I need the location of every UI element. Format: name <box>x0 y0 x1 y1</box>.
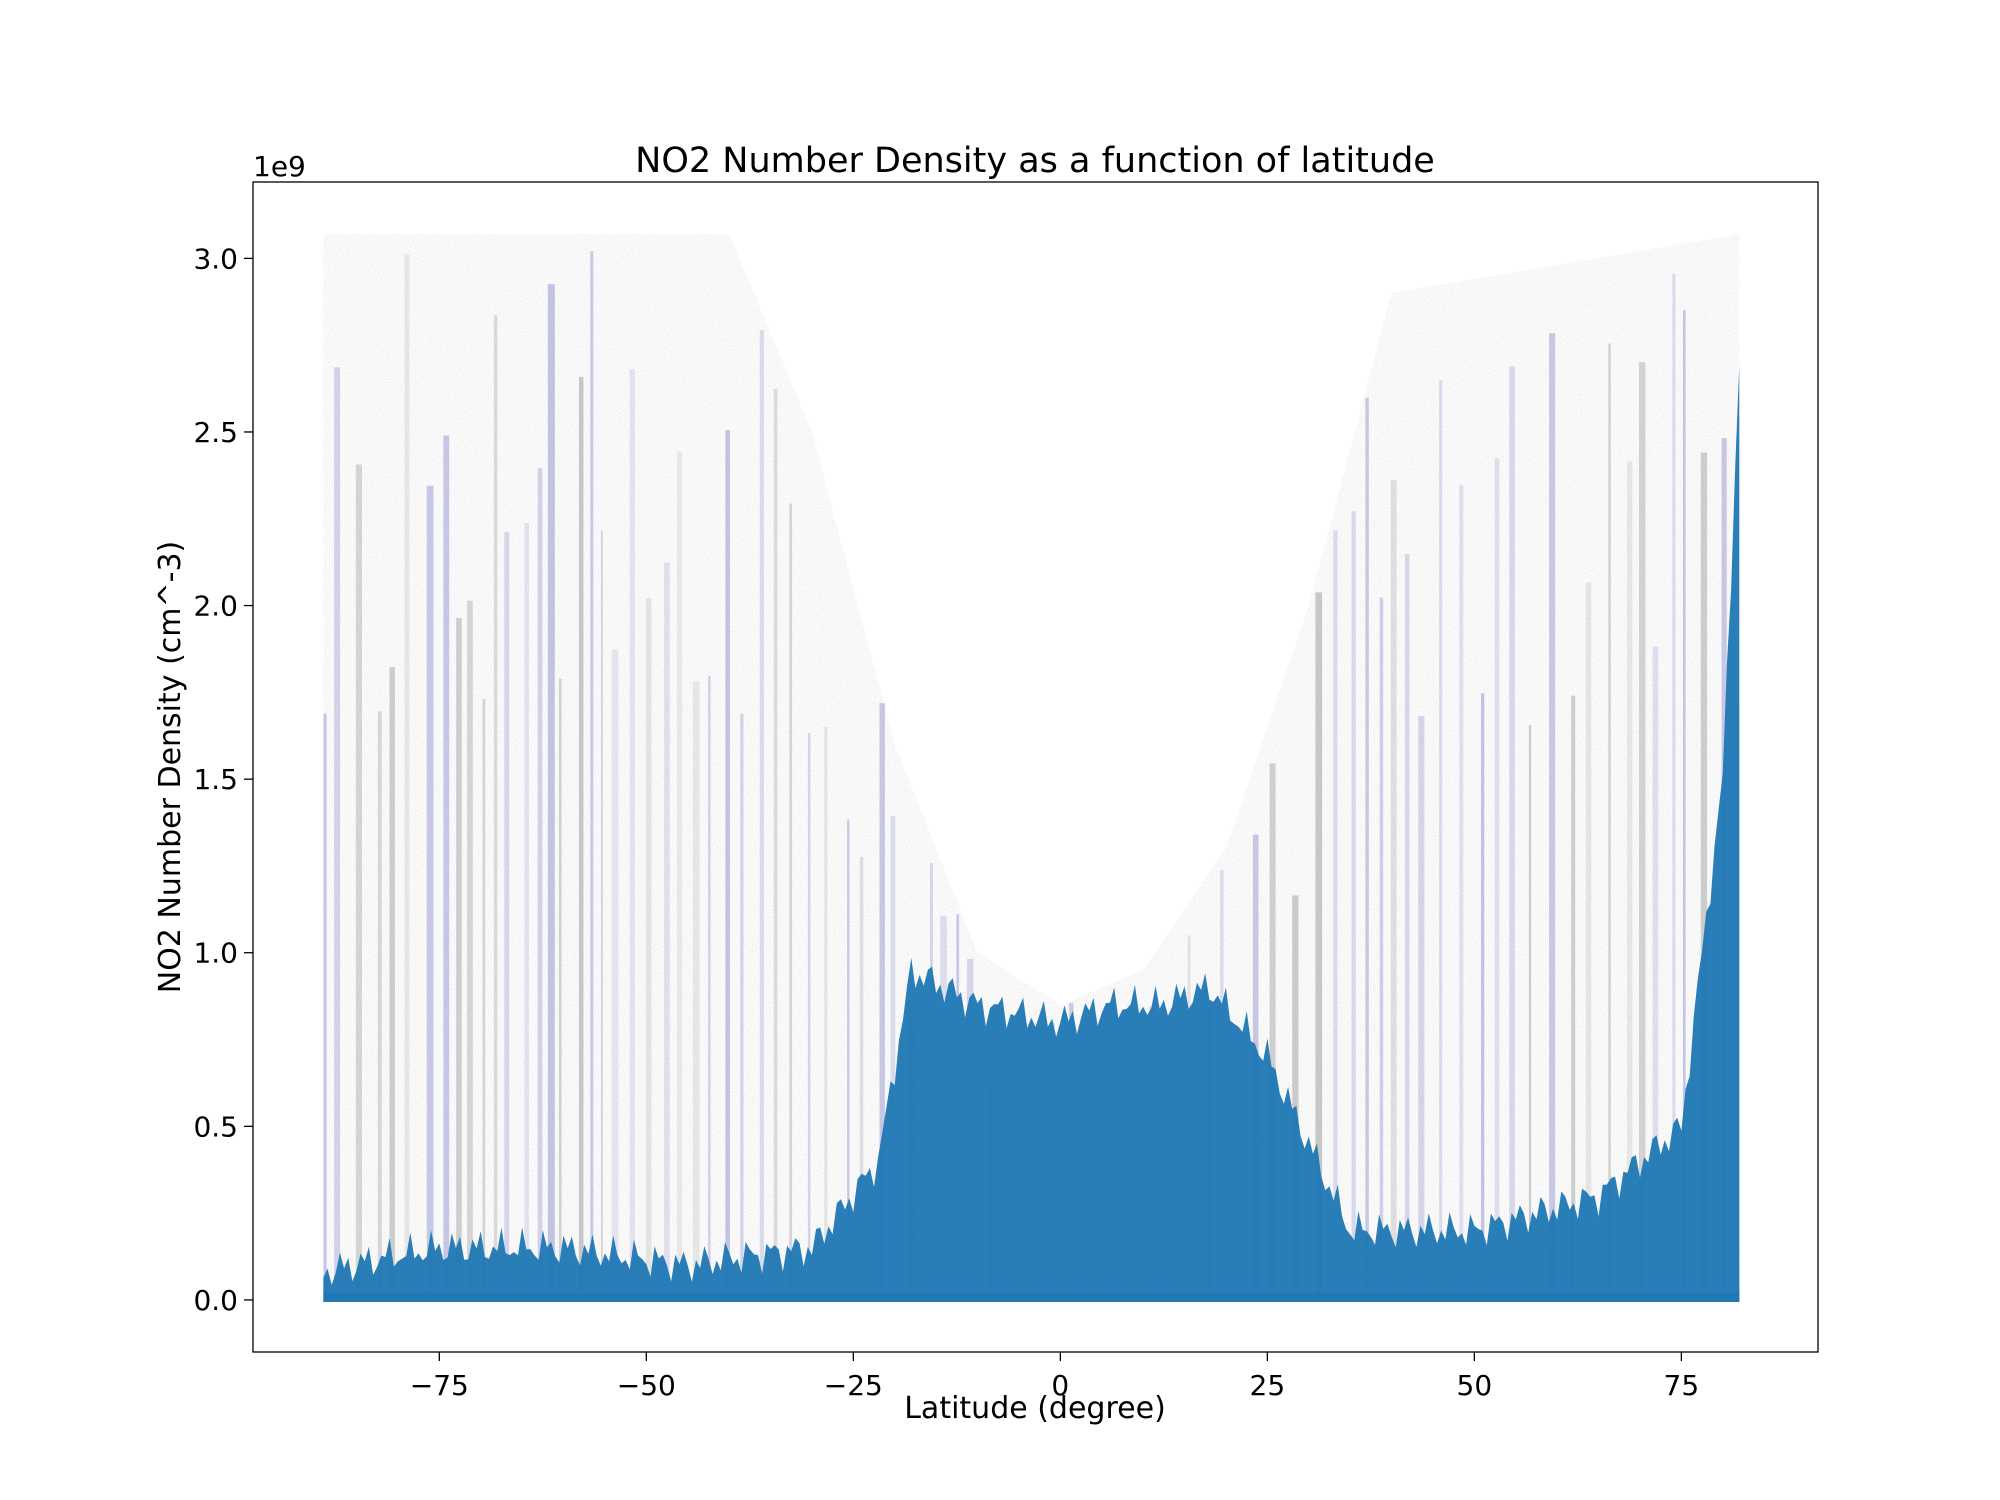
x-axis: −75 −50 −25 0 25 50 75 <box>410 1352 1699 1402</box>
x-tick-label: 25 <box>1250 1369 1286 1402</box>
scatter-stripe <box>1459 484 1464 1300</box>
scatter-stripe <box>1639 362 1646 1301</box>
scatter-stripe <box>558 678 562 1300</box>
y-offset-label: 1e9 <box>253 150 306 183</box>
scatter-stripe <box>1571 695 1576 1300</box>
scatter-stripe <box>1292 895 1299 1300</box>
scatter-stripe <box>1390 479 1397 1300</box>
scatter-stripe <box>759 330 764 1301</box>
scatter-stripe <box>537 468 543 1300</box>
scatter-stripe <box>725 430 730 1300</box>
scatter-stripe <box>547 284 555 1300</box>
scatter-stripe <box>1481 693 1485 1300</box>
scatter-stripe <box>1652 646 1659 1300</box>
scatter-stripe <box>1494 458 1500 1300</box>
x-tick-label: 0 <box>1051 1369 1069 1402</box>
scatter-stripe <box>692 681 700 1300</box>
y-axis: 0.0 0.5 1.0 1.5 2.0 2.5 3.0 <box>193 242 253 1317</box>
scatter-stripe <box>1333 530 1338 1300</box>
x-tick-label: −50 <box>617 1369 676 1402</box>
x-tick-label: −25 <box>824 1369 883 1402</box>
scatter-stripe <box>389 667 395 1300</box>
scatter-stripe <box>740 713 744 1300</box>
scatter-stripe <box>611 649 619 1300</box>
scatter-stripe <box>404 254 410 1300</box>
scatter-stripe <box>824 726 828 1300</box>
y-tick-label: 1.5 <box>193 763 238 796</box>
scatter-stripe <box>1700 452 1708 1300</box>
scatter-stripe <box>664 562 670 1300</box>
scatter-stripe <box>493 315 498 1300</box>
scatter-stripe <box>859 856 864 1300</box>
x-tick-label: 50 <box>1457 1369 1493 1402</box>
y-axis-label: NO2 Number Density (cm^-3) <box>153 541 188 994</box>
plot-area <box>323 234 1740 1302</box>
scatter-dense-core <box>323 365 1740 1302</box>
scatter-stripe <box>1509 366 1515 1300</box>
chart-title: NO2 Number Density as a function of lati… <box>635 141 1435 181</box>
scatter-stripe <box>645 598 652 1300</box>
scatter-stripe <box>355 464 362 1300</box>
scatter-stripe <box>1608 343 1611 1300</box>
scatter-stripe <box>578 376 584 1300</box>
scatter-stripe <box>1269 763 1276 1300</box>
scatter-stripe <box>377 711 382 1300</box>
scatter-stripe <box>443 435 450 1300</box>
scatter-stripe <box>467 600 473 1300</box>
scatter-stripe <box>590 251 594 1300</box>
scatter-stripe <box>890 816 896 1300</box>
scatter-stripe <box>789 503 793 1300</box>
scatter-stripe <box>1549 333 1556 1300</box>
scatter-stripe <box>879 703 885 1300</box>
x-tick-label: −75 <box>410 1369 469 1402</box>
y-tick-label: 0.0 <box>193 1284 238 1317</box>
x-axis-label: Latitude (degree) <box>904 1391 1166 1426</box>
scatter-stripe <box>1672 274 1676 1300</box>
scatter-stripe <box>1315 592 1323 1300</box>
y-tick-label: 3.0 <box>193 242 238 275</box>
scatter-stripe <box>323 713 327 1300</box>
scatter-stripe <box>1627 461 1633 1300</box>
scatter-sparse-cloud <box>323 234 1740 1300</box>
scatter-stripe <box>524 523 529 1300</box>
scatter-baseline <box>323 1292 1740 1302</box>
scatter-stripe <box>1418 716 1425 1300</box>
scatter-stripe <box>1379 597 1384 1300</box>
scatter-stripe <box>807 733 811 1300</box>
scatter-stripe <box>708 675 711 1300</box>
scatter-stripe <box>426 485 434 1300</box>
scatter-stripe <box>600 530 603 1300</box>
scatter-stripe <box>482 699 486 1300</box>
scatter-stripe <box>334 367 341 1300</box>
scatter-stripe <box>847 819 850 1300</box>
scatter-stripe <box>1683 310 1686 1301</box>
y-tick-label: 1.0 <box>193 937 238 970</box>
scatter-stripe <box>773 388 778 1300</box>
scatter-stripe <box>629 369 635 1300</box>
scatter-stripe <box>1351 511 1356 1300</box>
x-tick-label: 75 <box>1664 1369 1700 1402</box>
scatter-stripe <box>676 451 683 1300</box>
y-tick-label: 0.5 <box>193 1110 238 1143</box>
scatter-stripe <box>1585 582 1592 1300</box>
y-tick-label: 2.0 <box>193 590 238 623</box>
scatter-stripe <box>1365 397 1369 1300</box>
scatter-stripe <box>1528 724 1532 1300</box>
scatter-stripes <box>323 251 1740 1301</box>
scatter-stripe <box>1439 380 1443 1300</box>
scatter-stripe <box>504 531 510 1300</box>
scatter-dense-area <box>323 365 1740 1302</box>
plot-frame <box>252 181 1819 1353</box>
y-tick-label: 2.5 <box>193 416 238 449</box>
scatter-stripe <box>456 617 462 1300</box>
scatter-cloud-area <box>323 234 1740 1300</box>
scatter-stripe <box>1404 554 1410 1300</box>
